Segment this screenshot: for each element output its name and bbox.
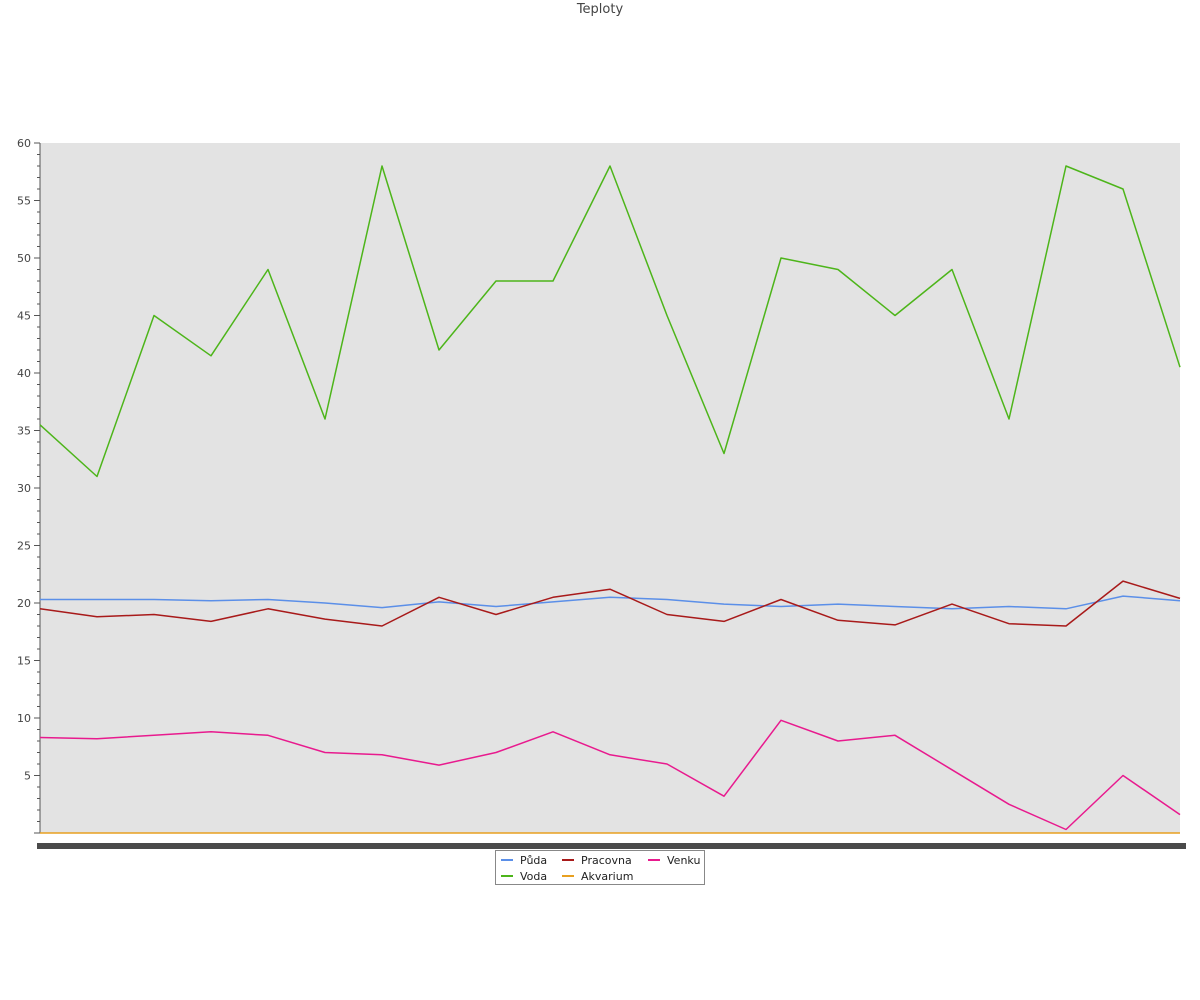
y-tick-label: 45	[17, 310, 31, 323]
y-tick-label: 30	[17, 482, 31, 495]
series-line	[39, 719, 1181, 831]
y-tick-label: 40	[17, 367, 31, 380]
legend-item: Voda	[501, 870, 547, 884]
legend-swatch	[501, 875, 513, 877]
y-tick-label: 50	[17, 252, 31, 265]
legend-item: Akvarium	[562, 870, 633, 884]
y-tick-label: 10	[17, 712, 31, 725]
legend-swatch	[648, 859, 660, 861]
legend: Půda Pracovna Venku Voda Akvarium	[495, 850, 705, 885]
y-tick-label: 60	[17, 137, 31, 150]
y-tick-label: 25	[17, 540, 31, 553]
legend-swatch	[562, 859, 574, 861]
chart-title: Teploty	[576, 2, 624, 17]
legend-label: Pracovna	[581, 854, 632, 867]
legend-item: Venku	[648, 854, 700, 868]
legend-item: Pracovna	[562, 854, 632, 868]
legend-label: Venku	[667, 854, 701, 867]
y-tick-label: 15	[17, 655, 31, 668]
legend-swatch	[562, 875, 574, 877]
legend-label: Akvarium	[581, 870, 634, 883]
legend-swatch	[501, 859, 513, 861]
y-tick-label: 35	[17, 425, 31, 438]
legend-label: Voda	[520, 870, 548, 883]
plot-area	[40, 143, 1180, 833]
series-line	[40, 595, 1181, 610]
x-axis-band	[37, 843, 1186, 849]
legend-label: Půda	[520, 854, 548, 867]
y-tick-label: 55	[17, 195, 31, 208]
series-line	[39, 580, 1181, 627]
y-tick-label: 20	[17, 597, 31, 610]
legend-item: Půda	[501, 854, 547, 868]
y-tick-label: 5	[24, 770, 31, 783]
series-line	[39, 165, 1181, 478]
